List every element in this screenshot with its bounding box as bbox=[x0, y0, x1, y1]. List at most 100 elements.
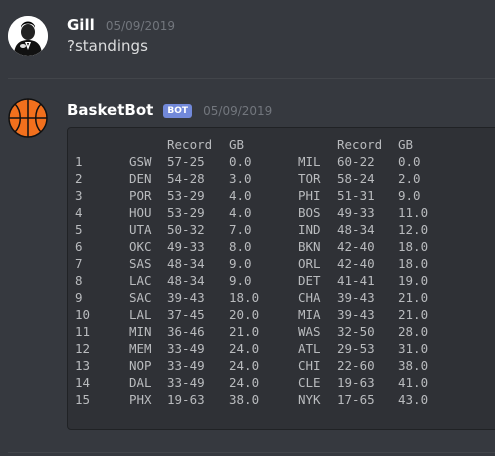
west-gb-cell: 9.0 bbox=[229, 256, 252, 271]
message-header: BasketBot BOT 05/09/2019 bbox=[67, 100, 272, 119]
west-record-header: Record bbox=[167, 137, 213, 152]
east-team-cell: ATL bbox=[298, 341, 321, 356]
west-team-cell: PHX bbox=[129, 392, 152, 407]
west-gb-header: GB bbox=[229, 137, 245, 152]
east-record-cell: 42-40 bbox=[337, 239, 375, 254]
rank-cell: 1 bbox=[75, 154, 83, 169]
west-team-cell: SAC bbox=[129, 290, 152, 305]
west-gb-cell: 4.0 bbox=[229, 205, 252, 220]
bot-avatar[interactable] bbox=[8, 98, 48, 138]
east-gb-cell: 21.0 bbox=[398, 307, 429, 322]
rank-cell: 7 bbox=[75, 256, 83, 271]
east-record-cell: 39-43 bbox=[337, 290, 375, 305]
standings-code-block: Record GB Record GB 1 GSW 57-25 0.0 MIL 60-22… bbox=[67, 127, 495, 430]
east-gb-cell: 2.0 bbox=[398, 171, 421, 186]
east-team-cell: ORL bbox=[298, 256, 321, 271]
east-team-cell: IND bbox=[298, 222, 321, 237]
east-record-cell: 49-33 bbox=[337, 205, 375, 220]
west-gb-cell: 18.0 bbox=[229, 290, 260, 305]
rank-cell: 14 bbox=[75, 375, 91, 390]
west-gb-cell: 24.0 bbox=[229, 341, 260, 356]
east-gb-cell: 41.0 bbox=[398, 375, 429, 390]
west-team-cell: POR bbox=[129, 188, 152, 203]
west-team-cell: LAL bbox=[129, 307, 152, 322]
east-record-cell: 51-31 bbox=[337, 188, 375, 203]
west-gb-cell: 24.0 bbox=[229, 358, 260, 373]
west-record-cell: 53-29 bbox=[167, 188, 205, 203]
east-gb-cell: 43.0 bbox=[398, 392, 429, 407]
east-gb-cell: 18.0 bbox=[398, 239, 429, 254]
user-avatar[interactable] bbox=[8, 16, 48, 56]
east-team-cell: DET bbox=[298, 273, 321, 288]
west-gb-cell: 38.0 bbox=[229, 392, 260, 407]
message-header: Gill 05/09/2019 bbox=[67, 15, 175, 34]
east-team-cell: TOR bbox=[298, 171, 321, 186]
west-gb-cell: 8.0 bbox=[229, 239, 252, 254]
west-team-cell: MEM bbox=[129, 341, 152, 356]
east-team-cell: MIA bbox=[298, 307, 321, 322]
message-divider bbox=[8, 452, 495, 453]
east-team-cell: BKN bbox=[298, 239, 321, 254]
west-team-cell: HOU bbox=[129, 205, 152, 220]
east-team-cell: NYK bbox=[298, 392, 321, 407]
east-record-cell: 39-43 bbox=[337, 307, 375, 322]
east-team-cell: PHI bbox=[298, 188, 321, 203]
basketball-icon bbox=[8, 98, 48, 138]
east-team-cell: WAS bbox=[298, 324, 321, 339]
east-record-cell: 58-24 bbox=[337, 171, 375, 186]
west-record-cell: 48-34 bbox=[167, 273, 205, 288]
timestamp: 05/09/2019 bbox=[105, 19, 176, 33]
east-record-cell: 48-34 bbox=[337, 222, 375, 237]
east-record-cell: 42-40 bbox=[337, 256, 375, 271]
username[interactable]: BasketBot bbox=[67, 101, 154, 119]
east-team-cell: CHI bbox=[298, 358, 321, 373]
west-gb-cell: 21.0 bbox=[229, 324, 260, 339]
east-gb-cell: 38.0 bbox=[398, 358, 429, 373]
east-record-cell: 60-22 bbox=[337, 154, 375, 169]
rank-cell: 3 bbox=[75, 188, 83, 203]
west-record-cell: 49-33 bbox=[167, 239, 205, 254]
west-record-cell: 48-34 bbox=[167, 256, 205, 271]
east-gb-cell: 18.0 bbox=[398, 256, 429, 271]
bot-badge: BOT bbox=[163, 104, 193, 118]
rank-cell: 11 bbox=[75, 324, 91, 339]
east-record-header: Record bbox=[337, 137, 383, 152]
east-record-cell: 32-50 bbox=[337, 324, 375, 339]
west-gb-cell: 4.0 bbox=[229, 188, 252, 203]
west-record-cell: 50-32 bbox=[167, 222, 205, 237]
username[interactable]: Gill bbox=[67, 16, 95, 34]
west-team-cell: DEN bbox=[129, 171, 152, 186]
rank-cell: 2 bbox=[75, 171, 83, 186]
east-team-cell: BOS bbox=[298, 205, 321, 220]
rank-cell: 8 bbox=[75, 273, 83, 288]
rank-cell: 15 bbox=[75, 392, 91, 407]
west-record-cell: 37-45 bbox=[167, 307, 205, 322]
east-record-cell: 19-63 bbox=[337, 375, 375, 390]
west-record-cell: 36-46 bbox=[167, 324, 205, 339]
west-record-cell: 33-49 bbox=[167, 375, 205, 390]
west-record-cell: 54-28 bbox=[167, 171, 205, 186]
east-gb-cell: 11.0 bbox=[398, 205, 429, 220]
west-record-cell: 19-63 bbox=[167, 392, 205, 407]
west-team-cell: NOP bbox=[129, 358, 152, 373]
west-gb-cell: 9.0 bbox=[229, 273, 252, 288]
west-team-cell: LAC bbox=[129, 273, 152, 288]
west-team-cell: MIN bbox=[129, 324, 152, 339]
west-record-cell: 33-49 bbox=[167, 358, 205, 373]
east-team-cell: CLE bbox=[298, 375, 321, 390]
east-gb-cell: 28.0 bbox=[398, 324, 429, 339]
west-team-cell: SAS bbox=[129, 256, 152, 271]
west-team-cell: GSW bbox=[129, 154, 152, 169]
rank-cell: 12 bbox=[75, 341, 91, 356]
west-gb-cell: 20.0 bbox=[229, 307, 260, 322]
rank-cell: 5 bbox=[75, 222, 83, 237]
rank-cell: 4 bbox=[75, 205, 83, 220]
west-record-cell: 33-49 bbox=[167, 341, 205, 356]
east-team-cell: CHA bbox=[298, 290, 321, 305]
rank-cell: 9 bbox=[75, 290, 83, 305]
west-gb-cell: 0.0 bbox=[229, 154, 252, 169]
east-record-cell: 41-41 bbox=[337, 273, 375, 288]
west-record-cell: 39-43 bbox=[167, 290, 205, 305]
east-gb-cell: 21.0 bbox=[398, 290, 429, 305]
west-record-cell: 57-25 bbox=[167, 154, 205, 169]
